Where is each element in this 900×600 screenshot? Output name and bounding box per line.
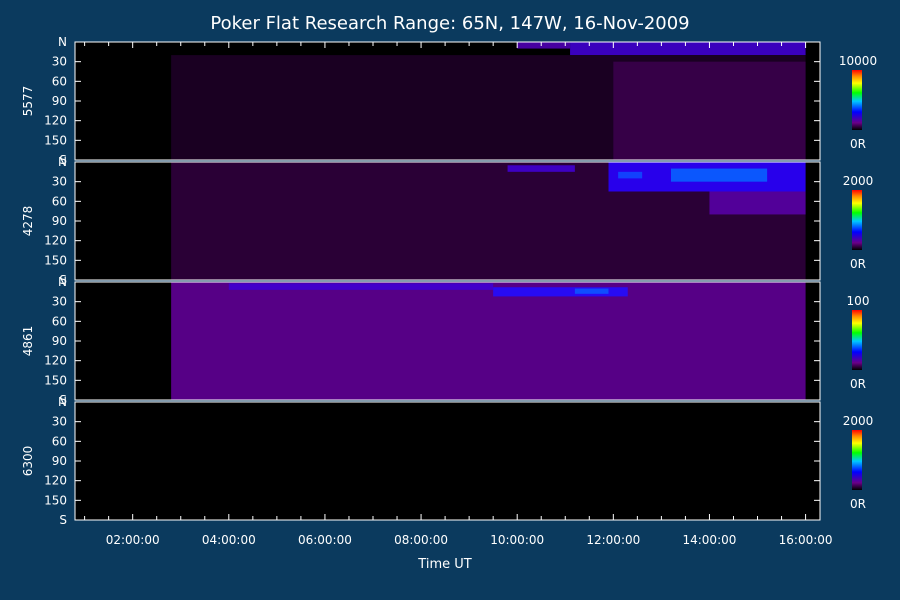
panels-group: N 30 60 90 120 150 S 5577 10000 0R N 30 60 90 120 150 S 4… — [21, 35, 877, 527]
x-tick-label: 04:00:00 — [202, 533, 256, 547]
x-tick-label: 08:00:00 — [394, 533, 448, 547]
y-tick-label: 120 — [44, 354, 67, 368]
colorbar-max-label: 2000 — [843, 414, 874, 428]
colorbar-min-label: 0R — [850, 137, 866, 151]
emission-band — [507, 165, 575, 172]
y-tick-label: 30 — [52, 415, 67, 429]
x-tick-label: 16:00:00 — [779, 533, 833, 547]
y-tick-label: N — [58, 395, 67, 409]
y-tick-label: 60 — [52, 314, 67, 328]
y-tick-label: N — [58, 35, 67, 49]
y-tick-label: 90 — [52, 94, 67, 108]
emission-band — [618, 171, 643, 179]
colorbar — [852, 430, 862, 490]
panel-5577: N 30 60 90 120 150 S 5577 10000 0R — [21, 35, 877, 167]
y-tick-label: 60 — [52, 194, 67, 208]
x-tick-label: 14:00:00 — [682, 533, 736, 547]
emission-band — [228, 283, 494, 290]
colorbar-max-label: 10000 — [839, 54, 877, 68]
y-tick-label: 90 — [52, 214, 67, 228]
y-tick-label: S — [59, 153, 67, 167]
x-tick-label: 10:00:00 — [490, 533, 544, 547]
emission-band — [517, 42, 571, 49]
y-tick-label: S — [59, 393, 67, 407]
y-tick-label: 120 — [44, 234, 67, 248]
colorbar — [852, 190, 862, 250]
emission-band — [171, 282, 806, 400]
emission-band — [493, 287, 628, 297]
y-tick-label: 90 — [52, 334, 67, 348]
y-tick-label: N — [58, 155, 67, 169]
colorbar-max-label: 100 — [847, 294, 870, 308]
chart-title: Poker Flat Research Range: 65N, 147W, 16… — [210, 13, 689, 34]
colorbar-min-label: 0R — [850, 257, 866, 271]
y-tick-label: 150 — [44, 133, 67, 147]
emission-band — [570, 42, 806, 56]
emission-band — [671, 168, 768, 182]
colorbar-min-label: 0R — [850, 377, 866, 391]
x-tick-label: 12:00:00 — [586, 533, 640, 547]
emission-band — [574, 288, 609, 294]
y-tick-label: 120 — [44, 114, 67, 128]
y-tick-label: 90 — [52, 454, 67, 468]
panel-4278: N 30 60 90 120 150 S 4278 2000 0R — [21, 155, 873, 287]
colorbar — [852, 70, 862, 130]
y-tick-label: S — [59, 513, 67, 527]
y-tick-label: 150 — [44, 253, 67, 267]
x-axis-label: Time UT — [417, 557, 471, 572]
colorbar-min-label: 0R — [850, 497, 866, 511]
y-tick-label: S — [59, 273, 67, 287]
emission-band — [709, 191, 806, 215]
y-tick-label: 30 — [52, 175, 67, 189]
panel-background — [75, 402, 820, 520]
y-tick-label: 120 — [44, 474, 67, 488]
y-tick-label: 60 — [52, 74, 67, 88]
panel-6300: N 30 60 90 120 150 S 6300 2000 0R — [21, 395, 873, 527]
panel-4861: N 30 60 90 120 150 S 4861 100 0R — [21, 275, 869, 407]
emission-band — [613, 61, 806, 160]
panel-wavelength-label: 4278 — [21, 206, 35, 237]
y-tick-label: 150 — [44, 373, 67, 387]
colorbar-max-label: 2000 — [843, 174, 874, 188]
colorbar — [852, 310, 862, 370]
y-tick-label: N — [58, 275, 67, 289]
y-tick-label: 30 — [52, 55, 67, 69]
panel-wavelength-label: 5577 — [21, 86, 35, 117]
x-tick-label: 02:00:00 — [106, 533, 160, 547]
y-tick-label: 150 — [44, 493, 67, 507]
x-axis: 02:00:00 04:00:00 06:00:00 08:00:00 10:00:00… — [84, 42, 833, 547]
panel-wavelength-label: 6300 — [21, 446, 35, 477]
x-tick-label: 06:00:00 — [298, 533, 352, 547]
y-tick-label: 30 — [52, 295, 67, 309]
panel-wavelength-label: 4861 — [21, 326, 35, 357]
y-tick-label: 60 — [52, 434, 67, 448]
